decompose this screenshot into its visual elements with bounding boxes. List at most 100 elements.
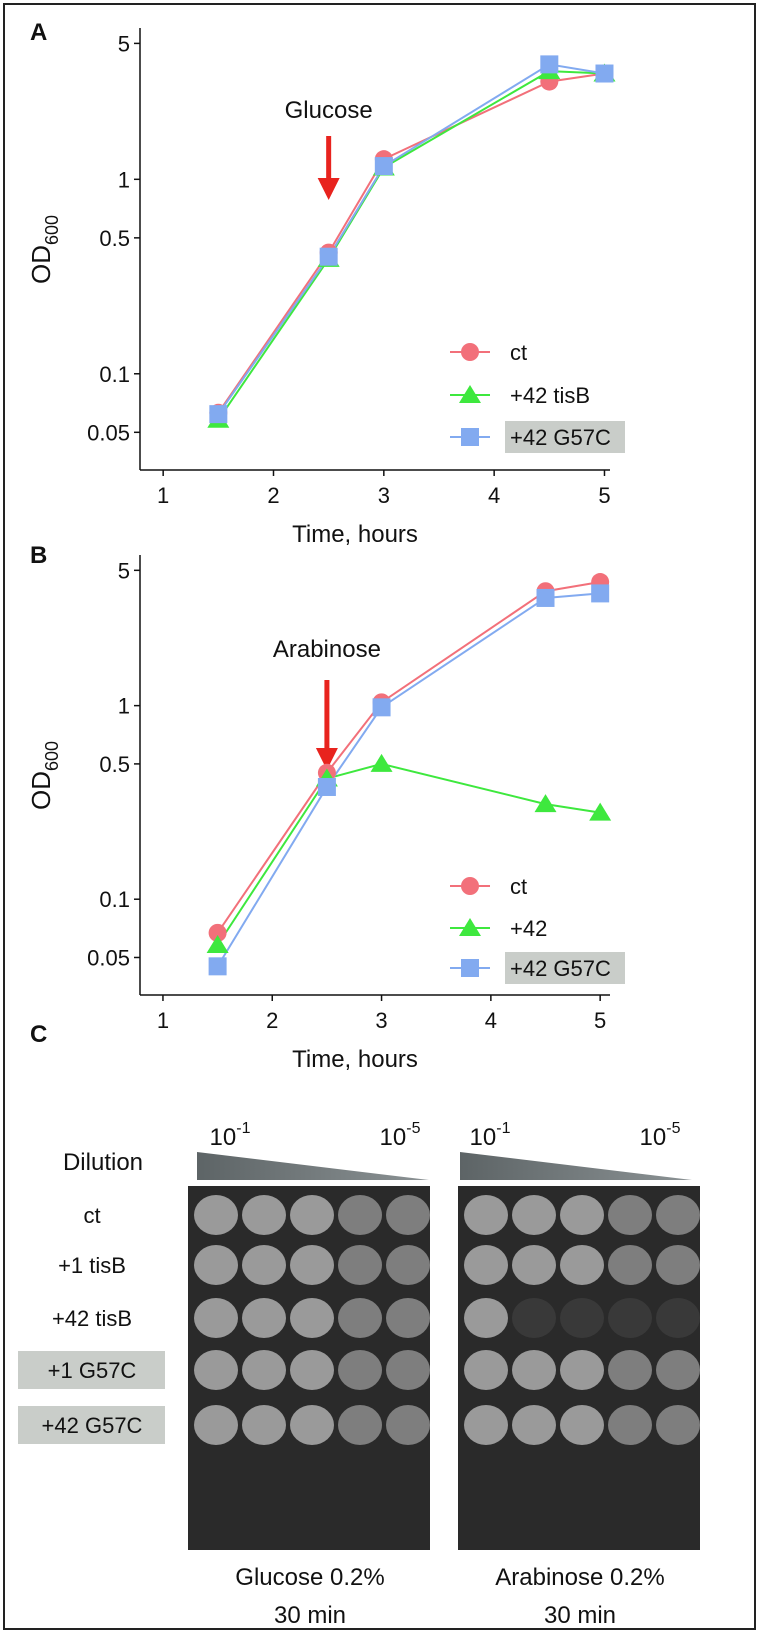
colony-spot — [560, 1245, 604, 1285]
exp-base: 10 — [380, 1124, 407, 1151]
marker — [591, 584, 610, 603]
marker — [461, 959, 479, 977]
colony-spot — [386, 1405, 430, 1445]
colony-spot — [512, 1298, 556, 1338]
colony-spot — [194, 1405, 238, 1445]
plate-caption: 30 min — [274, 1602, 346, 1629]
legend-label: +42 — [510, 916, 547, 941]
x-tick-label: 4 — [485, 1008, 497, 1033]
colony-spot — [338, 1350, 382, 1390]
row-highlight — [18, 1351, 165, 1389]
marker — [208, 923, 227, 942]
exp-power: -1 — [236, 1120, 250, 1137]
y-tick-label: 1 — [118, 167, 130, 192]
y-tick-label: 5 — [118, 31, 130, 56]
panel-label: B — [30, 542, 47, 569]
colony-spot — [560, 1405, 604, 1445]
x-tick-label: 1 — [157, 483, 169, 508]
marker — [372, 698, 391, 717]
dilution-exponent: 10-5 — [640, 1120, 681, 1151]
series-line — [217, 63, 605, 415]
colony-spot — [338, 1245, 382, 1285]
legend-label: +42 G57C — [510, 425, 611, 450]
colony-spot — [290, 1405, 334, 1445]
marker — [459, 918, 481, 936]
dilution-label: Dilution — [63, 1149, 143, 1176]
x-tick-label: 5 — [594, 1008, 606, 1033]
dilution-exponent: 10-1 — [210, 1120, 251, 1151]
colony-spot — [194, 1195, 238, 1235]
colony-spot — [560, 1298, 604, 1338]
colony-spot — [464, 1245, 508, 1285]
colony-spot — [560, 1195, 604, 1235]
y-tick-label: 0.1 — [99, 887, 130, 912]
row-highlight — [18, 1406, 165, 1444]
plate-caption: Arabinose 0.2% — [495, 1564, 664, 1591]
exp-power: -5 — [666, 1120, 680, 1137]
marker — [534, 794, 557, 813]
y-tick-label: 0.1 — [99, 362, 130, 387]
colony-spot — [608, 1195, 652, 1235]
marker — [370, 753, 393, 772]
colony-spot — [338, 1195, 382, 1235]
colony-spot — [194, 1245, 238, 1285]
y-tick-label: 1 — [118, 694, 130, 719]
colony-spot — [608, 1245, 652, 1285]
colony-spot — [290, 1298, 334, 1338]
exp-power: -1 — [496, 1120, 510, 1137]
colony-spot — [464, 1350, 508, 1390]
marker — [461, 877, 479, 895]
colony-spot — [290, 1245, 334, 1285]
colony-spot — [386, 1350, 430, 1390]
panel-label: A — [30, 19, 47, 46]
marker — [206, 935, 229, 954]
exp-base: 10 — [470, 1124, 497, 1151]
legend-highlight — [505, 952, 625, 984]
x-tick-label: 2 — [266, 1008, 278, 1033]
colony-spot — [512, 1350, 556, 1390]
colony-spot — [608, 1350, 652, 1390]
colony-spot — [386, 1245, 430, 1285]
row-label: +42 tisB — [52, 1306, 132, 1331]
y-label-main: OD — [26, 245, 56, 284]
colony-spot — [512, 1245, 556, 1285]
dilution-exponent: 10-5 — [380, 1120, 421, 1151]
colony-spot — [290, 1350, 334, 1390]
row-label: +1 G57C — [48, 1358, 137, 1383]
y-tick-label: 0.05 — [87, 945, 130, 970]
colony-spot — [338, 1405, 382, 1445]
legend-label: +42 G57C — [510, 956, 611, 981]
marker — [540, 55, 559, 74]
colony-spot — [242, 1195, 286, 1235]
colony-spot — [464, 1298, 508, 1338]
colony-spot — [656, 1405, 700, 1445]
colony-spot — [242, 1298, 286, 1338]
colony-spot — [242, 1245, 286, 1285]
row-label: ct — [83, 1203, 100, 1228]
plate-caption: 30 min — [544, 1602, 616, 1629]
dilution-wedge — [197, 1152, 429, 1180]
marker — [461, 343, 479, 361]
colony-spot — [656, 1195, 700, 1235]
row-label: +1 tisB — [58, 1253, 126, 1278]
legend-label: ct — [510, 874, 527, 899]
colony-spot — [386, 1195, 430, 1235]
marker — [461, 428, 479, 446]
arrow-head — [315, 748, 338, 770]
x-tick-label: 1 — [157, 1008, 169, 1033]
x-tick-label: 3 — [378, 483, 390, 508]
colony-spot — [464, 1195, 508, 1235]
exp-power: -5 — [406, 1120, 420, 1137]
colony-spot — [656, 1245, 700, 1285]
y-tick-label: 5 — [118, 558, 130, 583]
marker — [209, 405, 228, 424]
panel-label: C — [30, 1021, 47, 1048]
y-label-sub: 600 — [42, 215, 62, 245]
marker — [319, 247, 338, 266]
y-axis-label: OD600 — [26, 741, 62, 810]
colony-spot — [242, 1405, 286, 1445]
colony-spot — [656, 1350, 700, 1390]
y-tick-label: 0.5 — [99, 226, 130, 251]
colony-spot — [338, 1298, 382, 1338]
legend-highlight — [505, 421, 625, 453]
